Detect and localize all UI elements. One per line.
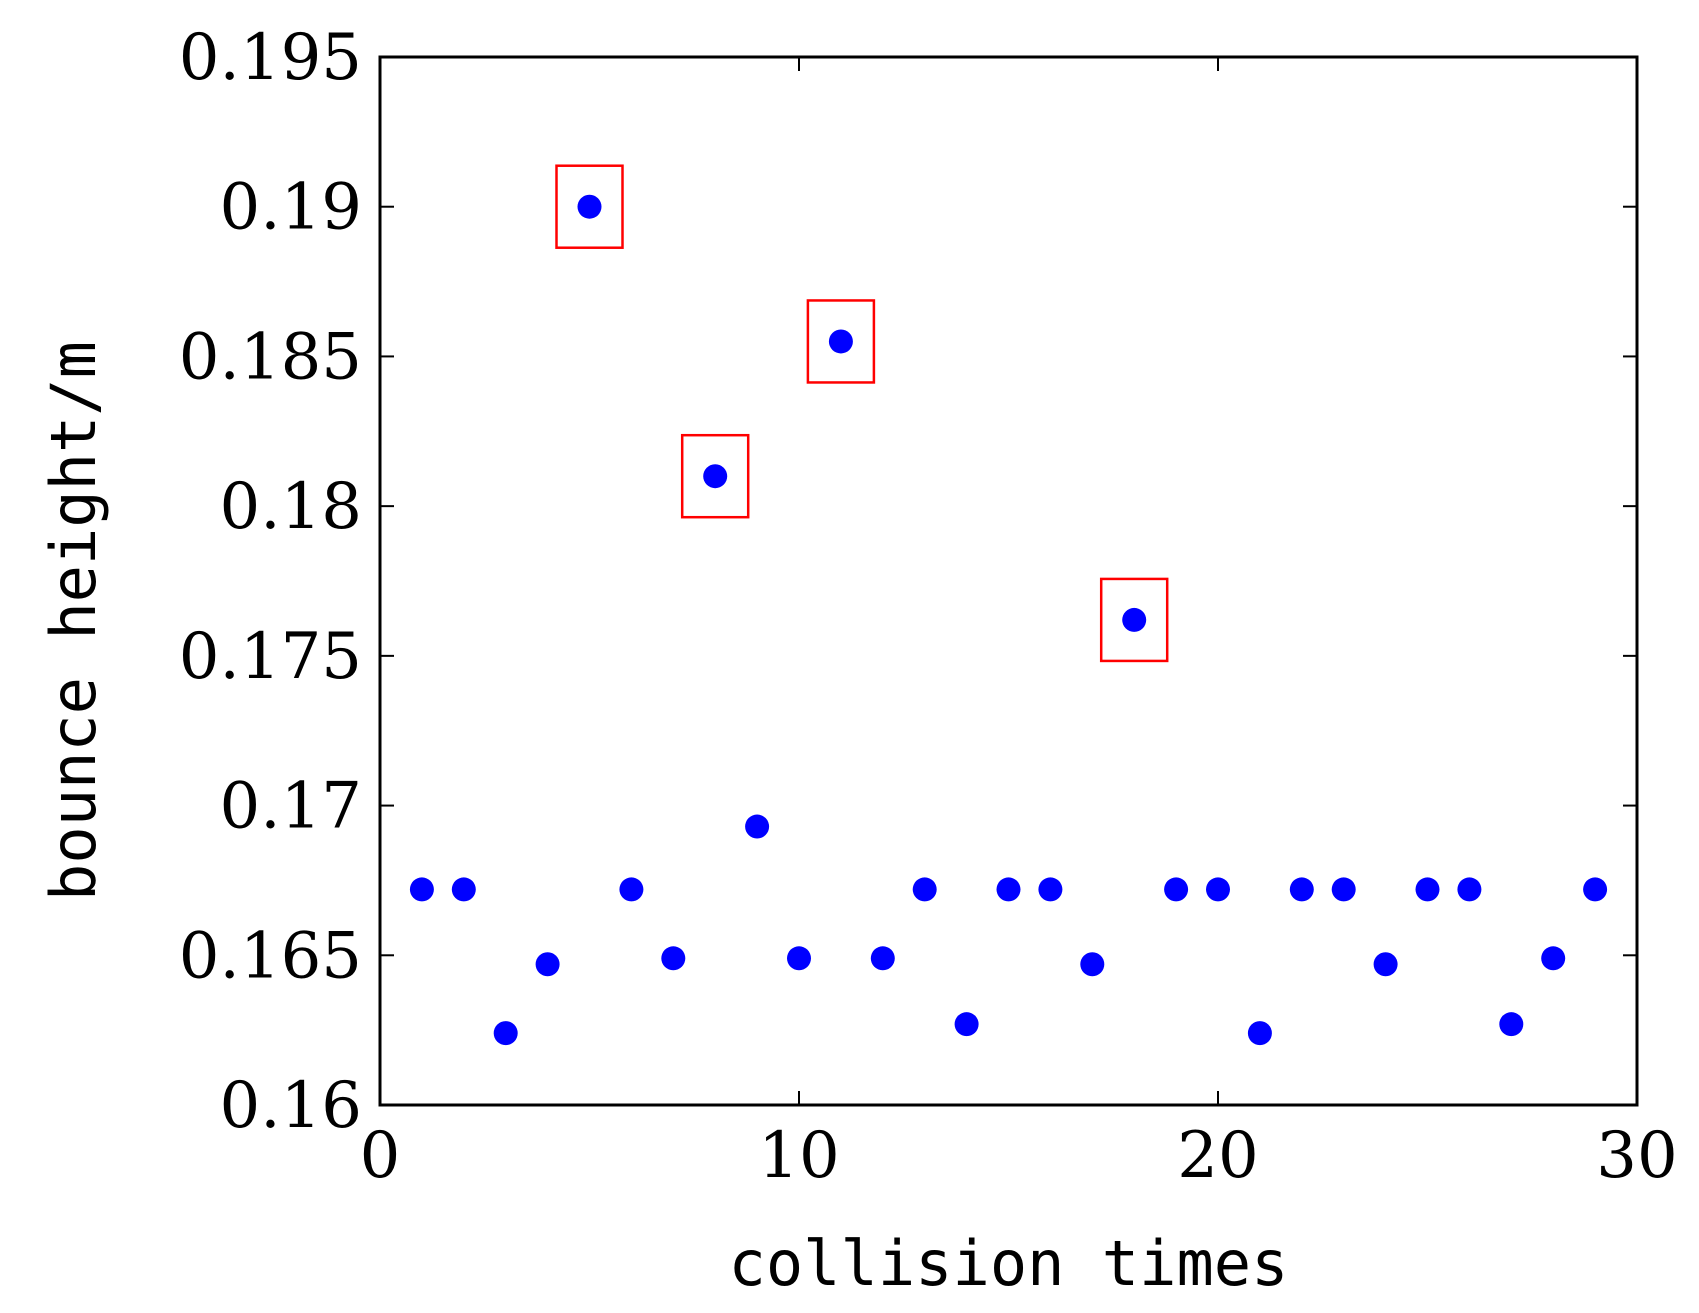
x-axis-label: collision times <box>729 1227 1289 1300</box>
x-tick-label: 30 <box>1596 1119 1677 1193</box>
highlight-box <box>555 164 624 249</box>
data-point <box>912 877 937 902</box>
data-point <box>1038 877 1063 902</box>
data-point <box>1457 877 1482 902</box>
data-point <box>1331 877 1356 902</box>
data-point <box>409 877 434 902</box>
y-tick-label: 0.17 <box>220 770 363 844</box>
plot-frame <box>378 55 1639 1107</box>
data-point <box>1541 946 1566 971</box>
y-tick-label: 0.185 <box>179 320 362 394</box>
data-point <box>577 194 602 219</box>
y-axis-label: bounce height/m <box>37 341 110 901</box>
data-point <box>1373 952 1398 977</box>
data-point <box>619 877 644 902</box>
highlight-box <box>806 299 876 384</box>
highlight-box <box>1099 577 1169 663</box>
data-point <box>1122 607 1147 632</box>
data-point <box>661 946 686 971</box>
x-tick-label: 10 <box>758 1119 839 1193</box>
data-point <box>535 952 560 977</box>
data-point <box>787 946 811 971</box>
data-point <box>1583 877 1608 902</box>
data-point <box>1289 877 1314 902</box>
y-tick-label: 0.19 <box>220 171 363 245</box>
data-point <box>954 1012 979 1037</box>
y-tick-label: 0.195 <box>179 21 362 95</box>
data-point <box>1247 1021 1272 1046</box>
y-tick-label: 0.18 <box>220 470 363 544</box>
data-point <box>493 1021 518 1046</box>
data-point <box>703 464 728 489</box>
data-point <box>1206 877 1230 902</box>
y-tick-label: 0.175 <box>179 620 362 694</box>
highlight-box <box>680 433 750 519</box>
data-point <box>1164 877 1189 902</box>
data-point <box>1499 1012 1524 1037</box>
x-tick-label: 0 <box>360 1119 401 1193</box>
y-tick-label: 0.165 <box>179 919 362 993</box>
data-point <box>745 814 770 839</box>
data-point <box>451 877 476 902</box>
data-point <box>1415 877 1440 902</box>
data-point <box>828 329 853 354</box>
data-point <box>996 877 1021 902</box>
marks-layer <box>409 194 1608 1046</box>
data-point <box>870 946 895 971</box>
x-tick-label: 20 <box>1177 1119 1258 1193</box>
data-point <box>1080 952 1105 977</box>
highlights-layer <box>555 164 1169 663</box>
tick-labels-layer: 0 10 20 30 0.16 0.165 0.17 0.175 0.18 0.185 0.19 0.… <box>179 21 1678 1193</box>
y-tick-label: 0.16 <box>220 1069 363 1143</box>
